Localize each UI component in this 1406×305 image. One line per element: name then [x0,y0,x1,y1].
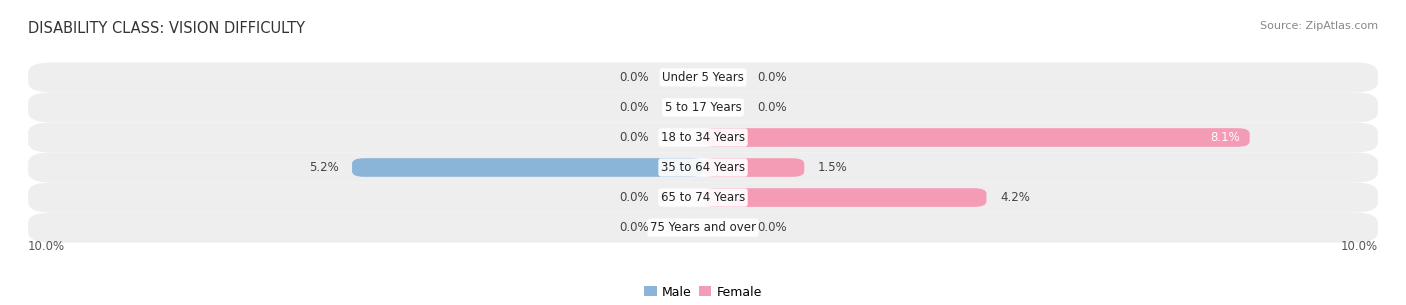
Text: 5 to 17 Years: 5 to 17 Years [665,101,741,114]
FancyBboxPatch shape [28,92,1378,123]
FancyBboxPatch shape [703,158,804,177]
Text: 10.0%: 10.0% [28,240,65,253]
Text: 10.0%: 10.0% [1341,240,1378,253]
Text: 75 Years and over: 75 Years and over [650,221,756,234]
Text: 0.0%: 0.0% [756,101,786,114]
Text: DISABILITY CLASS: VISION DIFFICULTY: DISABILITY CLASS: VISION DIFFICULTY [28,21,305,36]
Text: 1.5%: 1.5% [818,161,848,174]
FancyBboxPatch shape [352,158,703,177]
Text: 0.0%: 0.0% [756,71,786,84]
FancyBboxPatch shape [28,152,1378,182]
Legend: Male, Female: Male, Female [644,285,762,299]
Text: 0.0%: 0.0% [620,191,650,204]
FancyBboxPatch shape [703,128,1250,147]
Text: 0.0%: 0.0% [620,101,650,114]
Text: Under 5 Years: Under 5 Years [662,71,744,84]
Text: 0.0%: 0.0% [620,221,650,234]
FancyBboxPatch shape [703,188,987,207]
Text: 8.1%: 8.1% [1209,131,1240,144]
Text: 65 to 74 Years: 65 to 74 Years [661,191,745,204]
Text: 0.0%: 0.0% [756,221,786,234]
FancyBboxPatch shape [28,123,1378,152]
FancyBboxPatch shape [28,213,1378,242]
Text: 35 to 64 Years: 35 to 64 Years [661,161,745,174]
Text: Source: ZipAtlas.com: Source: ZipAtlas.com [1260,21,1378,31]
FancyBboxPatch shape [28,63,1378,92]
Text: 5.2%: 5.2% [309,161,339,174]
Text: 18 to 34 Years: 18 to 34 Years [661,131,745,144]
FancyBboxPatch shape [28,182,1378,213]
Text: 4.2%: 4.2% [1000,191,1029,204]
Text: 0.0%: 0.0% [620,131,650,144]
Text: 0.0%: 0.0% [620,71,650,84]
